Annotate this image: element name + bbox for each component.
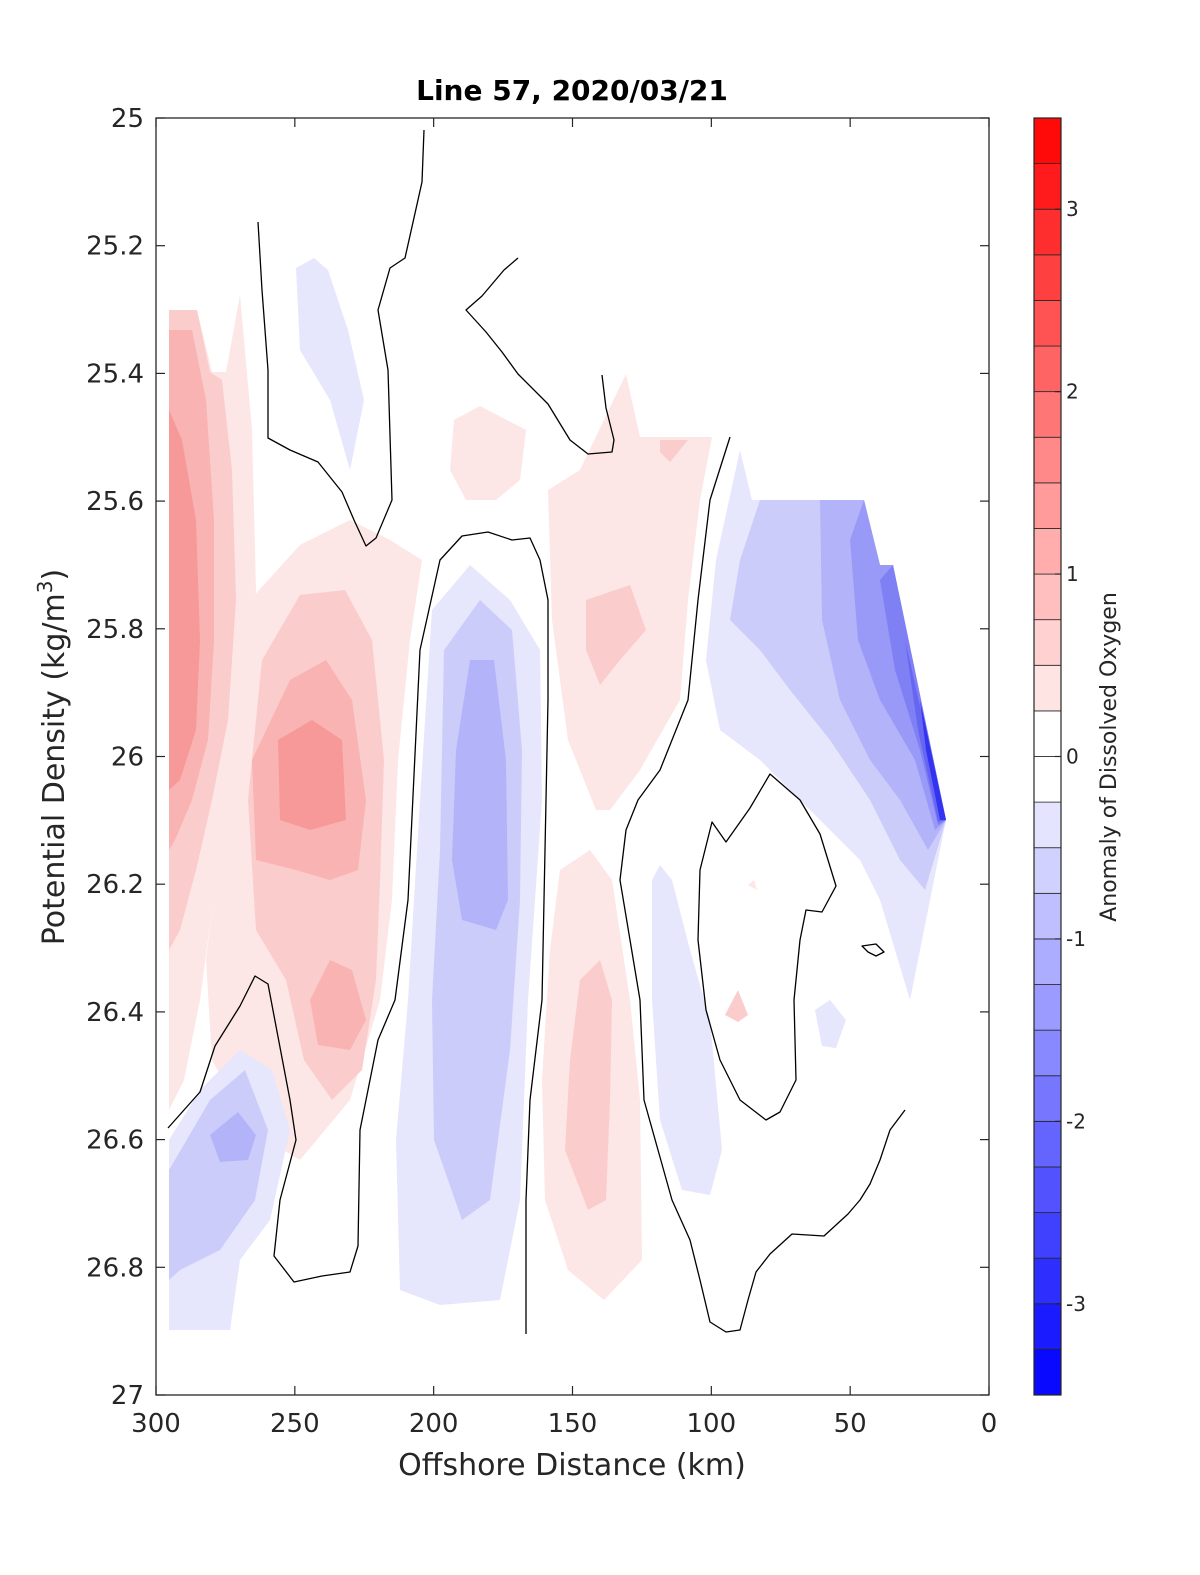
colorbar-tick-label: -3 — [1066, 1292, 1086, 1316]
colorbar: -3 -2 -1 0 1 2 3 Anomaly of Dissolved Oxygen — [1033, 117, 1122, 1396]
zero-contour-coastal-lower — [619, 436, 906, 1333]
colorbar-swatch — [1033, 208, 1062, 256]
colorbar-swatch — [1033, 482, 1062, 529]
y-tick-label: 26.2 — [86, 870, 144, 900]
colorbar-swatch — [1033, 619, 1062, 666]
colorbar-swatch — [1033, 528, 1062, 575]
colorbar-swatch — [1033, 1212, 1062, 1259]
colorbar-swatch — [1033, 300, 1062, 347]
zero-contour-central-loop — [167, 531, 549, 1334]
colorbar-swatches — [1033, 117, 1062, 1396]
anomaly-region-neg-central-2 — [452, 660, 508, 930]
zero-contour-small-loop — [861, 943, 885, 957]
anomaly-region-pos-dot-1 — [725, 990, 748, 1022]
colorbar-tick-label: 1 — [1066, 562, 1079, 586]
colorbar-ticks: -3 -2 -1 0 1 2 3 — [1055, 197, 1086, 1316]
y-tick-label: 25.4 — [86, 359, 144, 389]
colorbar-swatch — [1033, 1303, 1062, 1350]
y-tick-label: 25 — [111, 104, 144, 134]
colorbar-swatch — [1033, 573, 1062, 621]
y-tick-label: 26.4 — [86, 998, 144, 1028]
colorbar-swatch — [1033, 1348, 1062, 1396]
y-tick-label: 27 — [111, 1381, 144, 1411]
y-tick-label: 26.6 — [86, 1126, 144, 1156]
zero-anomaly-contours — [167, 129, 906, 1334]
x-tick-label: 0 — [981, 1409, 998, 1439]
colorbar-swatch — [1033, 892, 1062, 940]
anomaly-region-pos-mid-1 — [586, 440, 688, 685]
x-tick-label: 200 — [409, 1409, 459, 1439]
anomaly-contour-fills — [169, 258, 946, 1330]
anomaly-region-pos-lowmid-1 — [565, 960, 612, 1210]
colorbar-swatch — [1033, 1120, 1062, 1168]
chart-title: Line 57, 2020/03/21 — [416, 74, 728, 107]
colorbar-swatch — [1033, 984, 1062, 1031]
colorbar-label: Anomaly of Dissolved Oxygen — [1097, 592, 1122, 922]
colorbar-swatch — [1033, 117, 1062, 165]
colorbar-swatch — [1033, 1075, 1062, 1122]
zero-contour-coastal-loop — [697, 773, 837, 1121]
anomaly-region-pos-offshore-3 — [169, 410, 200, 790]
colorbar-swatch — [1033, 801, 1062, 849]
colorbar-swatch — [1033, 1029, 1062, 1077]
colorbar-swatch — [1033, 847, 1062, 894]
y-tick-label: 25.8 — [86, 615, 144, 645]
colorbar-swatch — [1033, 163, 1062, 210]
x-tick-label: 150 — [548, 1409, 598, 1439]
anomaly-region-pos-mid-outer — [450, 374, 712, 810]
x-axis-label: Offshore Distance (km) — [398, 1448, 746, 1483]
anomaly-region-neg-lower — [652, 865, 846, 1195]
zero-contour-upper-mid — [465, 257, 615, 455]
x-tick-label: 300 — [131, 1409, 181, 1439]
colorbar-tick-label: -1 — [1066, 927, 1086, 951]
colorbar-tick-label: 3 — [1066, 197, 1079, 221]
colorbar-swatch — [1033, 1257, 1062, 1305]
y-tick-label: 25.6 — [86, 487, 144, 517]
y-tick-label: 26.8 — [86, 1253, 144, 1283]
colorbar-tick-label: 0 — [1066, 745, 1079, 769]
y-tick-label: 26 — [111, 743, 144, 773]
colorbar-swatch — [1033, 345, 1062, 393]
x-tick-label: 250 — [270, 1409, 320, 1439]
colorbar-swatch — [1033, 756, 1062, 803]
colorbar-swatch — [1033, 1166, 1062, 1213]
colorbar-tick-label: 2 — [1066, 380, 1079, 404]
anomaly-region-neg-deep-west-2 — [210, 1112, 256, 1162]
colorbar-swatch — [1033, 254, 1062, 301]
colorbar-swatch — [1033, 391, 1062, 438]
y-tick-label: 25.2 — [86, 232, 144, 262]
colorbar-swatch — [1033, 436, 1062, 484]
y-axis-label: Potential Density (kg/m3) — [33, 569, 72, 945]
anomaly-region-neg-upper — [296, 258, 364, 470]
colorbar-tick-label: -2 — [1066, 1109, 1086, 1133]
anomaly-region-pos-west-3 — [278, 720, 346, 830]
plot-area: 300 250 200 150 100 50 0 2525.225.425.625.8262… — [86, 104, 997, 1439]
colorbar-swatch — [1033, 938, 1062, 985]
anomaly-region-pos-dot-2 — [748, 880, 757, 890]
colorbar-swatch — [1033, 710, 1062, 757]
anomaly-region-neg-coastal-6 — [920, 700, 946, 820]
x-axis: 300 250 200 150 100 50 0 — [131, 118, 997, 1439]
zero-contour-upper-west — [257, 129, 425, 547]
x-tick-label: 100 — [687, 1409, 737, 1439]
y-axis: 25 25.2 25.4 25.6 25.8 26 26.2 26.4 26.6 26.8 27 — [86, 104, 989, 1411]
colorbar-swatch — [1033, 664, 1062, 712]
x-tick-label: 50 — [834, 1409, 867, 1439]
